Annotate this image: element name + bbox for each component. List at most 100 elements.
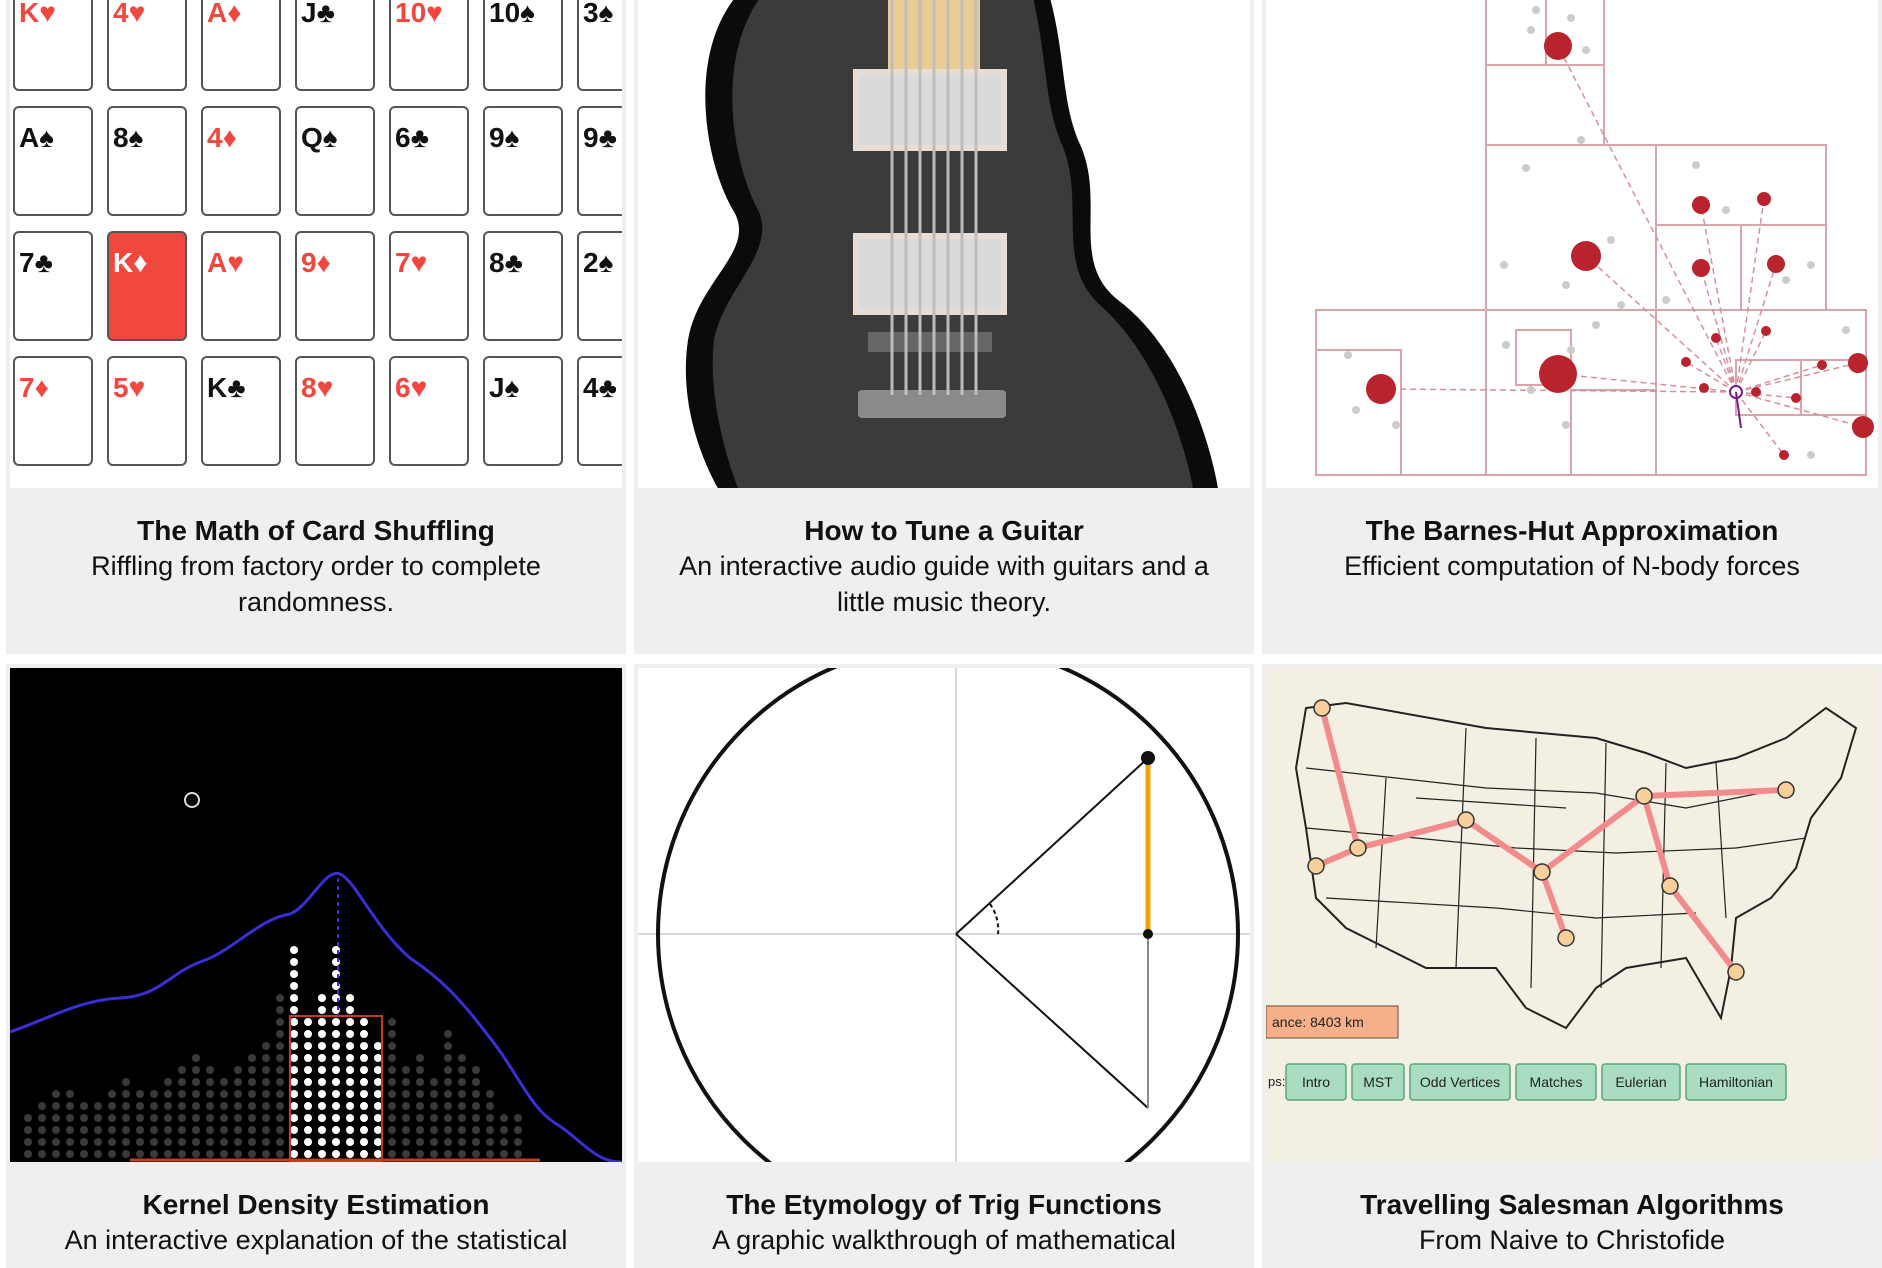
data-dot xyxy=(346,1018,354,1026)
tsp-tile[interactable]: ance: 8403 km ps: Intro MST Odd Vertices Ma… xyxy=(1262,664,1882,1268)
data-dot xyxy=(346,1042,354,1050)
step-button-label[interactable]: Eulerian xyxy=(1615,1074,1666,1090)
step-button-label[interactable]: Intro xyxy=(1302,1074,1330,1090)
card-description: A graphic walkthrough of mathematical xyxy=(712,1225,1176,1255)
data-dot xyxy=(402,1126,410,1134)
force-line xyxy=(1735,391,1785,456)
data-dot xyxy=(486,1102,494,1110)
data-dot xyxy=(164,1150,172,1158)
card-title: The Barnes-Hut Approximation xyxy=(1365,515,1779,546)
playing-card: Q♠ xyxy=(295,106,375,216)
data-dot xyxy=(458,1078,466,1086)
city-node xyxy=(1661,877,1679,895)
data-dot xyxy=(206,1150,214,1158)
data-dot xyxy=(360,1150,368,1158)
card-label: J♣ xyxy=(301,0,335,28)
step-button-bg[interactable] xyxy=(1515,1063,1597,1101)
data-dot xyxy=(458,1138,466,1146)
data-dot xyxy=(248,1054,256,1062)
data-dot xyxy=(192,1150,200,1158)
data-dot xyxy=(500,1138,508,1146)
data-dot xyxy=(360,1030,368,1038)
data-dot xyxy=(52,1102,60,1110)
card-title: Travelling Salesman Algorithms xyxy=(1360,1189,1784,1220)
step-button-bg[interactable] xyxy=(1601,1063,1681,1101)
step-button-bg[interactable] xyxy=(1351,1063,1405,1101)
data-dot xyxy=(262,1090,270,1098)
step-button-bg[interactable] xyxy=(1409,1063,1511,1101)
city-node xyxy=(1307,857,1325,875)
card-description: An interactive explanation of the statis… xyxy=(64,1225,568,1255)
data-dot xyxy=(416,1054,424,1062)
city-node xyxy=(1533,863,1551,881)
data-dot xyxy=(402,1066,410,1074)
data-dot xyxy=(136,1126,144,1134)
data-dot xyxy=(388,1066,396,1074)
trig-tile[interactable]: The Etymology of Trig Functions A graphi… xyxy=(634,664,1254,1268)
barnes-hut-thumbnail xyxy=(1266,0,1878,488)
data-dot xyxy=(444,1054,452,1062)
circle-point[interactable] xyxy=(1141,751,1155,765)
data-dot xyxy=(388,1114,396,1122)
data-dot xyxy=(192,1066,200,1074)
data-dot xyxy=(220,1126,228,1134)
data-dot xyxy=(290,982,298,990)
data-dot xyxy=(318,1078,326,1086)
force-line xyxy=(1380,388,1737,393)
step-button-bg[interactable] xyxy=(1685,1063,1787,1101)
data-dot xyxy=(290,1054,298,1062)
data-dot xyxy=(136,1150,144,1158)
step-button-matches[interactable]: Matches xyxy=(1515,1063,1597,1101)
data-dot xyxy=(248,1150,256,1158)
data-dot xyxy=(290,1102,298,1110)
step-button-mst[interactable]: MST xyxy=(1351,1063,1405,1101)
step-button-hamiltonian[interactable]: Hamiltonian xyxy=(1685,1063,1787,1101)
data-dot xyxy=(290,1078,298,1086)
step-button-label[interactable]: Matches xyxy=(1530,1074,1583,1090)
data-dot xyxy=(262,1078,270,1086)
card-label: 4♦ xyxy=(207,122,237,153)
card-face xyxy=(107,0,187,91)
data-dot xyxy=(444,1030,452,1038)
data-dot xyxy=(248,1090,256,1098)
kde-thumbnail xyxy=(10,668,622,1162)
barnes-hut-tile[interactable]: The Barnes-Hut Approximation Efficient c… xyxy=(1262,0,1882,654)
data-dot xyxy=(374,1114,382,1122)
step-button-label[interactable]: Odd Vertices xyxy=(1420,1074,1500,1090)
unit-circle-illustration xyxy=(638,668,1250,1162)
data-dot xyxy=(416,1126,424,1134)
card-label: 3♠ xyxy=(583,0,614,28)
data-dot xyxy=(388,1150,396,1158)
data-dot xyxy=(346,1126,354,1134)
step-button-label[interactable]: Hamiltonian xyxy=(1699,1074,1773,1090)
data-dot xyxy=(122,1102,130,1110)
step-button-odd-vertices[interactable]: Odd Vertices xyxy=(1409,1063,1511,1101)
card-label: K♣ xyxy=(207,372,246,403)
step-button-label[interactable]: MST xyxy=(1363,1074,1393,1090)
data-dot xyxy=(248,1126,256,1134)
card-shuffling-tile[interactable]: K♥ 4♥ A♦ J♣ 10♥ 10♠ 3♠ A♠ 8♠ 4♦ Q♠ 6♣ 9♠ 9♣ 7♣ K♦ A♥ 9♦ 7♥… xyxy=(6,0,626,654)
card-label: 8♠ xyxy=(113,122,144,153)
force-line xyxy=(1700,204,1737,393)
data-dot xyxy=(38,1102,46,1110)
data-dot xyxy=(192,1114,200,1122)
card-face xyxy=(577,231,622,341)
step-button-bg[interactable] xyxy=(1285,1063,1347,1101)
data-dot xyxy=(486,1138,494,1146)
kde-tile[interactable]: Kernel Density Estimation An interactive… xyxy=(6,664,626,1268)
data-dot xyxy=(192,1078,200,1086)
guitar-bridge xyxy=(868,332,992,352)
guitar-tuning-tile[interactable]: How to Tune a Guitar An interactive audi… xyxy=(634,0,1254,654)
card-face xyxy=(295,0,375,91)
data-dot xyxy=(472,1126,480,1134)
step-button-intro[interactable]: Intro xyxy=(1285,1063,1347,1101)
data-dot xyxy=(514,1114,522,1122)
force-line xyxy=(1700,267,1737,393)
algorithm-step-buttons: Intro MST Odd Vertices Matches Eulerian Hamil… xyxy=(1285,1063,1787,1101)
data-dot xyxy=(290,1042,298,1050)
small-bodies xyxy=(1344,6,1850,459)
data-dot xyxy=(472,1078,480,1086)
step-button-eulerian[interactable]: Eulerian xyxy=(1601,1063,1681,1101)
data-dot xyxy=(136,1102,144,1110)
data-dot xyxy=(388,1090,396,1098)
